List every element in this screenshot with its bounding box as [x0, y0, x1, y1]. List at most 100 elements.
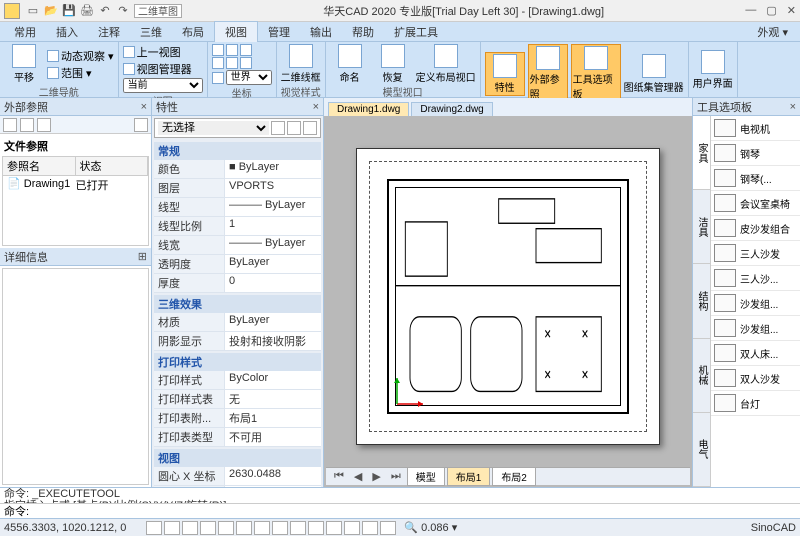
- prop-row[interactable]: 阴影显示投射和接收阴影: [154, 332, 321, 351]
- file-tab[interactable]: Drawing2.dwg: [411, 102, 492, 116]
- palette-item[interactable]: 双人沙发: [711, 366, 800, 391]
- tab-next-icon[interactable]: ▶: [368, 470, 384, 483]
- tab-prev-icon[interactable]: ◀: [350, 470, 366, 483]
- properties-button[interactable]: 特性: [485, 52, 525, 96]
- viewport[interactable]: ⏮◀▶⏭ 模型布局1布局2: [326, 118, 690, 485]
- panel-close-icon[interactable]: ×: [790, 101, 796, 113]
- ui-button[interactable]: 用户界面: [693, 50, 733, 90]
- layout-tab[interactable]: 模型: [407, 467, 445, 486]
- palette-item[interactable]: 钢琴(...: [711, 166, 800, 191]
- palette-item[interactable]: 沙发组...: [711, 316, 800, 341]
- menu-tab[interactable]: 管理: [258, 22, 300, 42]
- qat-redo-icon[interactable]: ↷: [116, 4, 130, 18]
- menu-tab[interactable]: 三维: [130, 22, 172, 42]
- app-logo: [4, 3, 20, 19]
- palette-category-tab[interactable]: 家具: [693, 116, 710, 190]
- qat-new-icon[interactable]: ▭: [26, 4, 40, 18]
- prop-row[interactable]: 图层VPORTS: [154, 179, 321, 198]
- maximize-icon[interactable]: ▢: [766, 4, 776, 17]
- prop-row[interactable]: 打印样式表无: [154, 390, 321, 409]
- panel-close-icon[interactable]: ×: [313, 101, 319, 113]
- palette-item[interactable]: 双人床...: [711, 341, 800, 366]
- pick-icon[interactable]: [287, 121, 301, 135]
- quick-select-icon[interactable]: [271, 121, 285, 135]
- command-input[interactable]: [29, 506, 796, 517]
- menu-tab[interactable]: 插入: [46, 22, 88, 42]
- sheetset-button[interactable]: 图纸集管理器: [624, 54, 684, 94]
- ucs-select[interactable]: 世界: [226, 70, 272, 85]
- view-manager-button[interactable]: 视图管理器: [123, 61, 203, 77]
- prop-category[interactable]: 三维效果: [154, 295, 321, 313]
- menu-tab[interactable]: 输出: [300, 22, 342, 42]
- prop-category[interactable]: 视图: [154, 449, 321, 467]
- prop-row[interactable]: 圆心 Y 坐标1184.3778: [154, 486, 321, 487]
- palette-category-tab[interactable]: 结构: [693, 264, 710, 338]
- prop-row[interactable]: 透明度ByLayer: [154, 255, 321, 274]
- xref-grid[interactable]: 参照名状态 📄 Drawing1已打开: [2, 156, 149, 246]
- tool-palette-button[interactable]: 工具选项板: [571, 44, 621, 103]
- orbit-button[interactable]: 动态观察 ▾: [47, 48, 114, 64]
- qat-open-icon[interactable]: 📂: [44, 4, 58, 18]
- panel-close-icon[interactable]: ×: [141, 101, 147, 113]
- tab-last-icon[interactable]: ⏭: [387, 470, 405, 483]
- menu-tab[interactable]: 布局: [172, 22, 214, 42]
- prop-row[interactable]: 材质ByLayer: [154, 313, 321, 332]
- palette-category-tab[interactable]: 机械: [693, 339, 710, 413]
- qat-print-icon[interactable]: 🖨: [80, 4, 94, 18]
- layout-tab[interactable]: 布局1: [447, 467, 491, 486]
- workspace-dropdown[interactable]: 二维草图: [134, 4, 182, 18]
- tab-first-icon[interactable]: ⏮: [330, 470, 348, 483]
- menu-tab[interactable]: 帮助: [342, 22, 384, 42]
- col-header[interactable]: 参照名: [3, 157, 76, 175]
- command-log: 命令: _EXECUTETOOL指定插入点或 [基点(B)/比例(S)/X/Y/…: [0, 488, 800, 503]
- prop-category[interactable]: 常规: [154, 142, 321, 160]
- palette-item[interactable]: 台灯: [711, 391, 800, 416]
- panel-title: 特性: [156, 99, 178, 115]
- filter-icon[interactable]: [303, 121, 317, 135]
- palette-item[interactable]: 会议室桌椅: [711, 191, 800, 216]
- palette-item[interactable]: 钢琴: [711, 141, 800, 166]
- xref-button[interactable]: 外部参照: [528, 44, 568, 103]
- panel-expand-icon[interactable]: ⊞: [138, 250, 147, 263]
- menu-tab[interactable]: 注释: [88, 22, 130, 42]
- prop-row[interactable]: 线型——— ByLayer: [154, 198, 321, 217]
- close-icon[interactable]: ✕: [787, 4, 796, 17]
- prop-row[interactable]: 打印样式ByColor: [154, 371, 321, 390]
- palette-category-tab[interactable]: 洁具: [693, 190, 710, 264]
- prev-view-button[interactable]: 上一视图: [123, 44, 203, 60]
- selection-dropdown[interactable]: 无选择: [158, 121, 269, 135]
- prop-category[interactable]: 打印样式: [154, 353, 321, 371]
- pan-button[interactable]: 平移: [4, 44, 44, 84]
- define-viewport-button[interactable]: 定义布局视口: [416, 44, 476, 84]
- named-button[interactable]: 命名: [330, 44, 370, 84]
- qat-save-icon[interactable]: 💾: [62, 4, 76, 18]
- col-header[interactable]: 状态: [76, 157, 149, 175]
- menu-tab[interactable]: 扩展工具: [384, 22, 448, 42]
- prop-row[interactable]: 颜色■ ByLayer: [154, 160, 321, 179]
- prop-row[interactable]: 厚度0: [154, 274, 321, 293]
- menu-tab[interactable]: 视图: [214, 21, 258, 42]
- palette-item[interactable]: 三人沙...: [711, 266, 800, 291]
- prop-row[interactable]: 打印表类型不可用: [154, 428, 321, 447]
- visual-style-button[interactable]: 二维线框: [281, 44, 321, 84]
- tool-palette: 工具选项板× 家具洁具结构机械电气 电视机钢琴钢琴(...会议室桌椅皮沙发组合三…: [692, 98, 800, 487]
- prop-row[interactable]: 打印表附...布局1: [154, 409, 321, 428]
- palette-item[interactable]: 沙发组...: [711, 291, 800, 316]
- view-select[interactable]: 当前: [123, 78, 203, 93]
- palette-item[interactable]: 电视机: [711, 116, 800, 141]
- ucs-icon[interactable]: [212, 44, 224, 56]
- prop-row[interactable]: 圆心 X 坐标2630.0488: [154, 467, 321, 486]
- appearance-dropdown[interactable]: 外观 ▾: [749, 22, 796, 42]
- minimize-icon[interactable]: —: [745, 4, 756, 17]
- palette-item[interactable]: 皮沙发组合: [711, 216, 800, 241]
- palette-category-tab[interactable]: 电气: [693, 413, 710, 487]
- file-tab[interactable]: Drawing1.dwg: [328, 102, 409, 116]
- palette-item[interactable]: 三人沙发: [711, 241, 800, 266]
- menu-tab[interactable]: 常用: [4, 22, 46, 42]
- qat-undo-icon[interactable]: ↶: [98, 4, 112, 18]
- extent-button[interactable]: 范围 ▾: [47, 65, 114, 81]
- prop-row[interactable]: 线型比例1: [154, 217, 321, 236]
- prop-row[interactable]: 线宽——— ByLayer: [154, 236, 321, 255]
- layout-tab[interactable]: 布局2: [492, 467, 536, 486]
- restore-button[interactable]: 恢复: [373, 44, 413, 84]
